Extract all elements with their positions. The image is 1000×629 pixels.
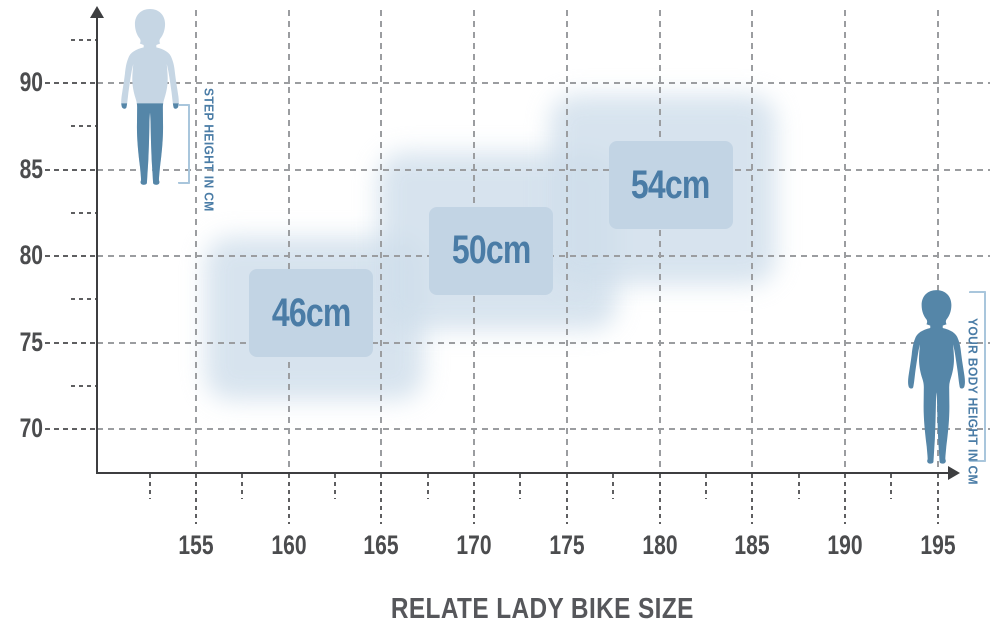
y-major-tick <box>45 168 96 171</box>
gridline-horizontal <box>97 82 990 84</box>
step-height-bracket <box>178 104 190 184</box>
x-minor-tick <box>797 474 800 499</box>
x-tick-label: 185 <box>734 530 770 560</box>
x-minor-tick <box>241 474 244 499</box>
x-minor-tick <box>612 474 615 499</box>
x-major-tick <box>658 474 661 524</box>
y-minor-tick <box>71 211 96 214</box>
y-major-tick <box>45 82 96 84</box>
y-tick-label: 90 <box>19 67 43 97</box>
x-minor-tick <box>426 474 429 499</box>
size-label: 46cm <box>271 290 351 335</box>
y-tick-label: 85 <box>19 153 43 184</box>
gridline-vertical <box>936 10 939 472</box>
x-minor-tick <box>890 474 893 499</box>
y-axis <box>96 16 98 474</box>
x-tick-label: 170 <box>456 530 492 560</box>
y-major-tick <box>45 255 96 257</box>
size-label-box: 46cm <box>248 269 373 358</box>
x-major-tick <box>287 474 290 524</box>
gridline-horizontal <box>97 428 990 430</box>
x-major-tick <box>380 474 383 524</box>
y-major-tick <box>45 341 96 344</box>
x-tick-label: 160 <box>271 530 307 560</box>
x-tick-label: 195 <box>920 530 956 560</box>
x-minor-tick <box>334 474 337 499</box>
body-height-label: YOUR BODY HEIGHT IN CM <box>965 318 980 485</box>
y-tick-label: 75 <box>19 326 43 357</box>
x-major-tick <box>843 474 846 524</box>
gridline-vertical <box>195 10 197 472</box>
woman-figure-step-height <box>121 8 179 185</box>
y-minor-tick <box>71 384 96 387</box>
x-tick-label: 190 <box>827 530 863 560</box>
size-label: 54cm <box>631 162 710 207</box>
gridline-vertical <box>287 10 290 472</box>
y-minor-tick <box>71 38 96 41</box>
x-tick-label: 180 <box>641 530 678 560</box>
x-major-tick <box>751 474 754 524</box>
size-label-box: 50cm <box>428 206 553 295</box>
y-major-tick <box>45 428 96 430</box>
gridline-vertical <box>751 10 754 472</box>
x-tick-label: 165 <box>363 530 399 560</box>
size-label-box: 54cm <box>608 141 733 230</box>
step-height-label: STEP HEIGHT IN CM <box>201 88 216 212</box>
gridline-horizontal <box>97 168 990 171</box>
gridline-horizontal <box>97 341 990 344</box>
size-label: 50cm <box>451 228 531 273</box>
gridline-vertical <box>380 10 383 472</box>
y-minor-tick <box>71 298 96 301</box>
y-axis-arrow-icon <box>90 6 104 18</box>
y-tick-label: 70 <box>19 413 43 443</box>
gridline-vertical <box>565 10 568 472</box>
x-tick-label: 155 <box>178 530 214 560</box>
y-tick-label: 80 <box>19 240 43 270</box>
gridline-vertical <box>658 10 661 472</box>
x-major-tick <box>473 474 476 524</box>
y-minor-tick <box>71 125 96 128</box>
chart-title: RELATE LADY BIKE SIZE <box>292 593 792 626</box>
woman-figure-body-height <box>908 290 965 464</box>
x-minor-tick <box>519 474 522 499</box>
x-tick-label: 175 <box>549 530 585 560</box>
chart-title-text: RELATE LADY BIKE SIZE <box>390 593 694 625</box>
x-axis-arrow-icon <box>948 466 960 480</box>
x-major-tick <box>195 474 197 524</box>
x-major-tick <box>565 474 568 524</box>
x-minor-tick <box>704 474 707 499</box>
gridline-vertical <box>843 10 846 472</box>
x-major-tick <box>936 474 939 524</box>
x-minor-tick <box>148 474 151 499</box>
x-axis <box>96 472 949 474</box>
body-height-bracket <box>969 291 986 462</box>
